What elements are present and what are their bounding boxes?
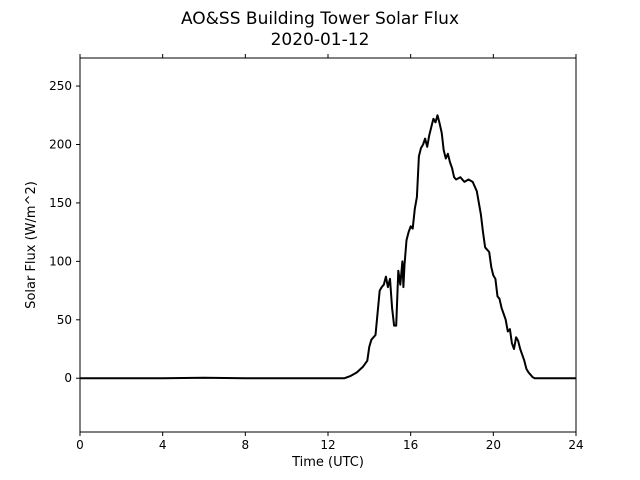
y-tick-label: 150 <box>49 196 72 210</box>
x-tick-label: 8 <box>242 438 250 452</box>
y-tick-label: 250 <box>49 79 72 93</box>
y-tick-label: 100 <box>49 254 72 268</box>
axis-tick-labels: 0 4 8 12 16 20 24 0 50 100 150 200 250 <box>49 79 584 452</box>
x-tick-label: 24 <box>568 438 583 452</box>
x-tick-label: 4 <box>159 438 167 452</box>
x-tick-label: 20 <box>486 438 501 452</box>
chart-title: AO&SS Building Tower Solar Flux <box>181 9 459 29</box>
x-axis-label: Time (UTC) <box>291 455 364 470</box>
x-tick-label: 16 <box>403 438 418 452</box>
y-tick-label: 200 <box>49 137 72 151</box>
x-tick-label: 12 <box>320 438 335 452</box>
solar-flux-line <box>80 114 576 380</box>
y-tick-label: 0 <box>64 371 72 385</box>
plot-frame <box>79 57 577 433</box>
axis-ticks <box>76 54 577 436</box>
chart-subtitle: 2020-01-12 <box>271 30 370 50</box>
y-axis-label: Solar Flux (W/m^2) <box>24 181 39 309</box>
y-tick-label: 50 <box>57 313 72 327</box>
x-tick-label: 0 <box>76 438 84 452</box>
